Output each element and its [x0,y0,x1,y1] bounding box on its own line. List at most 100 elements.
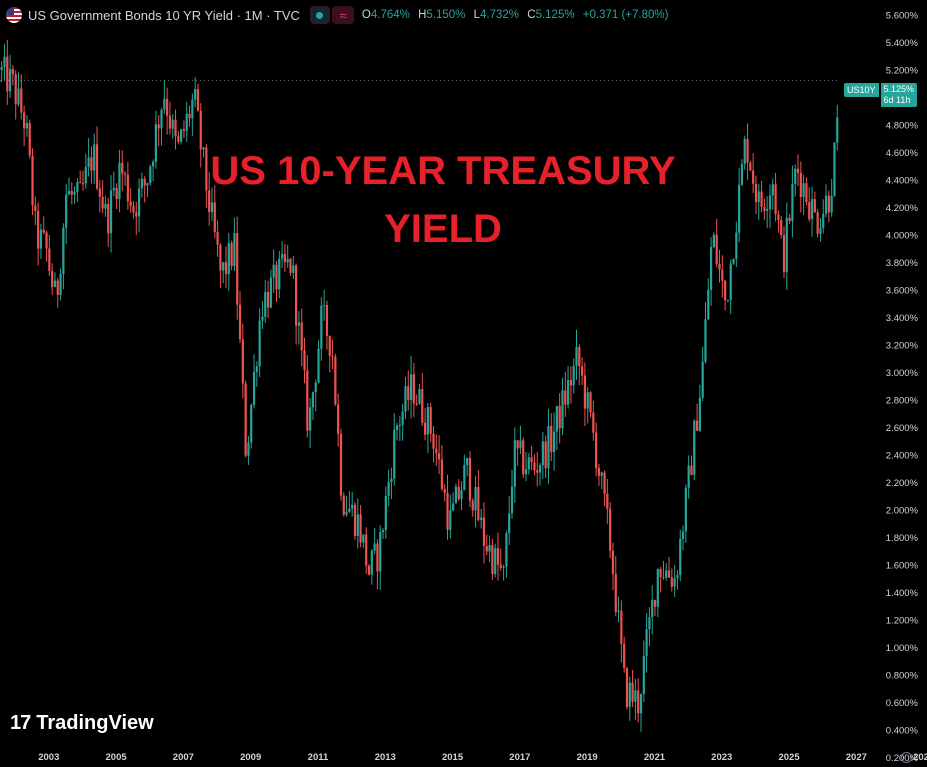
candle-body [491,544,494,575]
candle-body [373,543,376,551]
candle-body [289,258,292,273]
x-tick-label: 2023 [711,752,732,763]
candle-body [174,119,177,137]
candle-body [14,74,17,105]
candle-body [345,511,348,515]
candle-body [261,316,264,321]
candle-body [112,187,115,191]
candle-body [564,390,567,405]
candle-body [651,599,654,618]
candle-body [662,577,665,579]
candle-body [250,404,253,443]
candle-body [123,173,127,175]
candle-body [118,162,121,200]
candle-body [90,157,93,171]
candle-body [757,191,760,202]
candle-body [143,178,146,186]
candle-body [297,322,301,326]
y-tick-label: 3.600% [886,286,919,297]
y-tick-label: 5.200% [886,66,919,77]
x-axis[interactable]: 2003 2005 2007 2009 2011 2013 2015 2017 2019 2021… [38,752,927,763]
y-axis[interactable]: 5.600% 5.400% 5.200% 4.800% 4.600% 4.400% 4.20… [886,11,919,764]
y-tick-label: 2.000% [886,505,919,516]
tradingview-logo[interactable]: 17 TradingView [10,712,154,735]
candle-body [244,383,247,456]
candle-body [258,320,261,367]
candle-body [325,305,329,336]
candle-body [704,319,707,362]
candle-body [365,534,368,566]
candle-body [185,113,188,131]
price-tag-box: 5.125% 6d 11h [880,83,918,107]
x-tick-label: 2029 [913,752,927,763]
symbol-title[interactable]: US Government Bonds 10 YR Yield · 1M · T… [28,7,300,23]
candle-body [309,407,312,431]
candle-body [670,577,673,587]
wave-icon[interactable]: ≈ [331,6,354,24]
candle-body [505,533,508,567]
candle-body [390,478,393,483]
candle-body [782,235,786,273]
candle-body [42,229,45,233]
y-tick-label: 3.200% [886,341,919,352]
candle-body [154,124,158,162]
candle-body [693,420,696,475]
candle-body [230,242,233,266]
tradingview-logo-text: TradingView [36,712,154,734]
candle-body [572,365,575,386]
candle-body [679,538,682,576]
candle-body [794,168,797,184]
candle-body [754,183,758,202]
candle-body [516,440,519,449]
candle-body [603,472,606,494]
candle-body [376,543,379,572]
market-status-button[interactable] [309,6,330,24]
candle-body [370,550,373,575]
x-tick-label: 2025 [778,752,800,763]
candle-body [51,270,54,287]
gear-icon[interactable] [901,752,912,763]
candle-body [182,129,186,131]
chart-annotation-line-1: US 10-YEAR TREASURY [210,149,676,193]
x-tick-label: 2015 [442,752,464,763]
y-tick-label: 4.800% [886,121,919,132]
y-tick-label: 5.600% [886,11,919,22]
candle-body [219,244,222,271]
candle-body [95,144,99,189]
candle-body [255,366,258,372]
y-tick-label: 0.600% [886,698,919,709]
candle-body [379,532,382,572]
candle-body [519,440,522,449]
candle-body [135,212,138,217]
ohlc-close-key: C [527,9,536,21]
candle-body [802,183,805,198]
candle-body [499,564,502,568]
candle-body [544,441,547,469]
candle-body [328,335,331,356]
candle-body [810,199,814,220]
y-tick-label: 2.400% [886,450,919,461]
candle-body [342,495,345,515]
candle-body [160,109,163,129]
price-tag-symbol: US10Y [844,83,879,97]
candle-body [718,263,721,270]
candle-body [830,195,833,213]
candle-body [653,599,657,607]
candle-body [412,374,415,404]
candle-body [356,514,359,537]
candle-body [732,258,735,264]
y-tick-label: 4.600% [886,148,919,159]
candle-body [348,508,351,512]
candle-body [740,163,744,185]
market-open-dot-icon [316,11,324,19]
candle-body [665,570,668,578]
candle-body [625,668,629,707]
x-tick-label: 2007 [173,752,194,763]
candle-body [247,442,250,456]
candle-body [146,183,149,186]
candle-body [446,493,449,530]
candle-body [39,229,43,249]
candle-body [536,470,539,473]
candle-body [292,265,295,273]
